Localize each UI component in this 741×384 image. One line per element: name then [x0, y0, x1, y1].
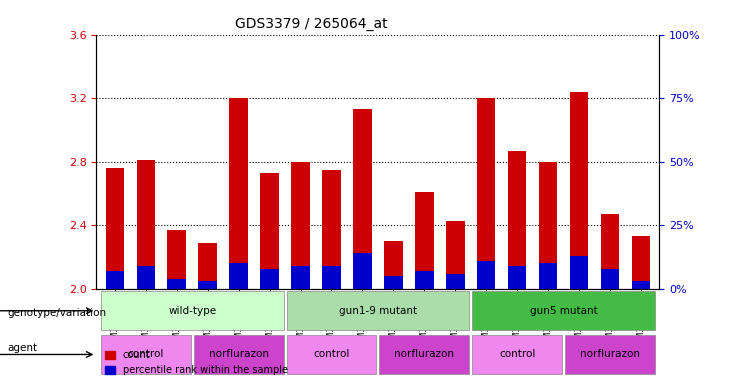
Bar: [230, 263, 248, 289]
Bar: [446, 220, 465, 289]
Bar: [601, 268, 619, 289]
Text: norflurazon: norflurazon: [209, 349, 269, 359]
Bar: [508, 266, 526, 289]
FancyBboxPatch shape: [287, 335, 376, 374]
Bar: [570, 92, 588, 289]
Bar: [230, 98, 248, 289]
Bar: [199, 243, 217, 289]
Bar: [631, 281, 650, 289]
Bar: [199, 281, 217, 289]
Bar: [384, 241, 402, 289]
Text: norflurazon: norflurazon: [580, 349, 640, 359]
Bar: [446, 274, 465, 289]
Legend: count, percentile rank within the sample: count, percentile rank within the sample: [102, 346, 291, 379]
Bar: [508, 151, 526, 289]
Bar: [353, 109, 372, 289]
Text: norflurazon: norflurazon: [394, 349, 454, 359]
Text: genotype/variation: genotype/variation: [7, 308, 107, 318]
FancyBboxPatch shape: [472, 291, 655, 330]
Bar: [136, 266, 155, 289]
Text: control: control: [313, 349, 350, 359]
Bar: [291, 162, 310, 289]
Bar: [106, 168, 124, 289]
Bar: [136, 160, 155, 289]
Bar: [539, 263, 557, 289]
Text: gun5 mutant: gun5 mutant: [530, 306, 597, 316]
Text: gun1-9 mutant: gun1-9 mutant: [339, 306, 417, 316]
FancyBboxPatch shape: [101, 335, 190, 374]
Text: wild-type: wild-type: [168, 306, 216, 316]
Text: control: control: [499, 349, 535, 359]
Text: agent: agent: [7, 343, 38, 353]
Bar: [353, 253, 372, 289]
Bar: [570, 256, 588, 289]
Bar: [415, 192, 433, 289]
FancyBboxPatch shape: [287, 291, 469, 330]
Text: control: control: [127, 349, 164, 359]
Bar: [291, 266, 310, 289]
Bar: [260, 268, 279, 289]
Text: GDS3379 / 265064_at: GDS3379 / 265064_at: [235, 17, 388, 31]
Bar: [631, 237, 650, 289]
Bar: [477, 98, 496, 289]
FancyBboxPatch shape: [194, 335, 284, 374]
FancyBboxPatch shape: [472, 335, 562, 374]
Bar: [539, 162, 557, 289]
FancyBboxPatch shape: [101, 291, 284, 330]
FancyBboxPatch shape: [379, 335, 469, 374]
Bar: [384, 276, 402, 289]
Bar: [477, 261, 496, 289]
FancyBboxPatch shape: [565, 335, 655, 374]
Bar: [260, 173, 279, 289]
Bar: [601, 214, 619, 289]
Bar: [106, 271, 124, 289]
Bar: [415, 271, 433, 289]
Bar: [322, 170, 341, 289]
Bar: [167, 279, 186, 289]
Bar: [167, 230, 186, 289]
Bar: [322, 266, 341, 289]
